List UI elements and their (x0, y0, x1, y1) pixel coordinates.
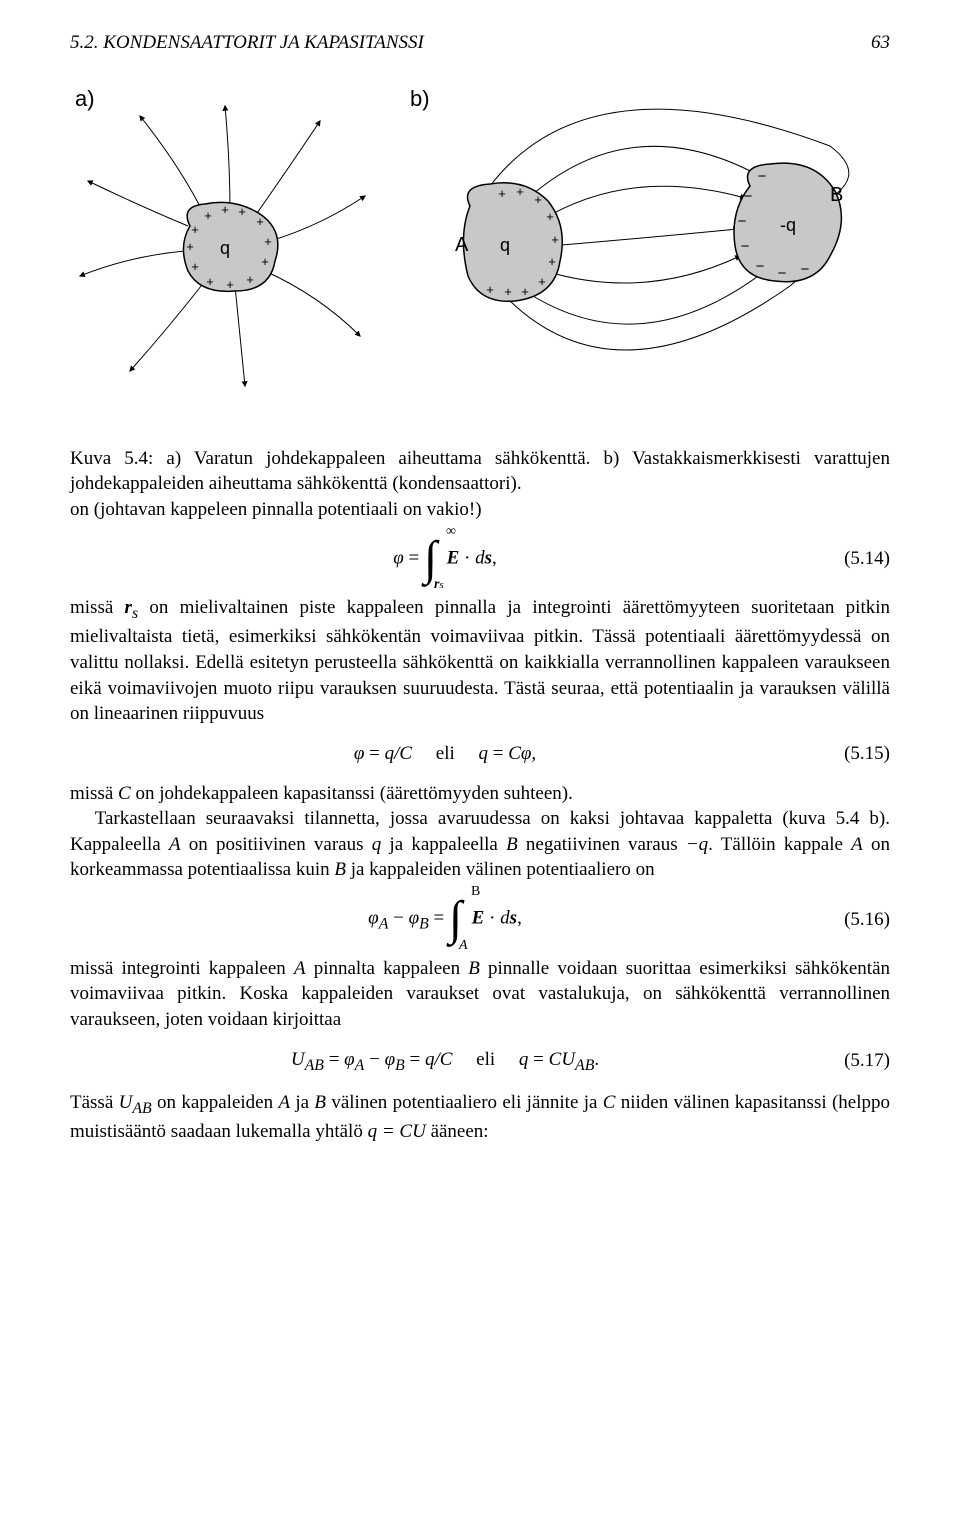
svg-text:+: + (546, 209, 554, 224)
para-4: Tarkastellaan seuraavaksi tilannetta, jo… (70, 806, 890, 883)
fig-b-label-A: A (455, 234, 469, 256)
svg-text:+: + (261, 254, 269, 269)
eq-num-5-16: (5.16) (820, 907, 890, 933)
svg-text:+: + (186, 239, 194, 254)
fig-b-group: +++ +++ +++ + A q −−− −−− − B -q (455, 109, 849, 350)
para-6: Tässä UAB on kappaleiden A ja B välinen … (70, 1090, 890, 1145)
equation-5-16: φA − φB = B ∫ A E · ds, (5.16) (70, 897, 890, 942)
fig-a-group: +++ +++ +++ +++ q (80, 106, 365, 386)
figure-svg: a) b) +++ +++ +++ +++ q (70, 86, 890, 406)
fig-a-charge: q (220, 238, 230, 258)
svg-text:+: + (256, 214, 264, 229)
svg-text:+: + (238, 204, 246, 219)
svg-text:+: + (551, 232, 559, 247)
svg-text:−: − (778, 265, 787, 282)
section-title: 5.2. KONDENSAATTORIT JA KAPASITANSSI (70, 30, 424, 56)
eq-num-5-15: (5.15) (820, 741, 890, 767)
para-2: missä rs on mielivaltainen piste kappale… (70, 595, 890, 727)
eq-num-5-14: (5.14) (820, 546, 890, 572)
svg-text:+: + (221, 202, 229, 217)
fig-b-charge-A: q (500, 235, 510, 255)
figure-caption: Kuva 5.4: a) Varatun johdekappaleen aihe… (70, 446, 890, 497)
svg-text:+: + (264, 234, 272, 249)
svg-text:+: + (516, 184, 524, 199)
figure-5-4: a) b) +++ +++ +++ +++ q (70, 86, 890, 406)
fig-b-blob-a (463, 182, 562, 301)
svg-text:+: + (204, 208, 212, 223)
fig-b-label-B: B (830, 184, 843, 206)
svg-text:+: + (191, 222, 199, 237)
equation-5-17: UAB = φA − φB = q/C eli q = CUAB. (5.17) (70, 1047, 890, 1076)
para-5: missä integrointi kappaleen A pinnalta k… (70, 956, 890, 1033)
page-number: 63 (871, 30, 890, 56)
svg-text:+: + (191, 259, 199, 274)
fig-label-a: a) (75, 86, 95, 111)
page-header: 5.2. KONDENSAATTORIT JA KAPASITANSSI 63 (70, 30, 890, 56)
svg-text:+: + (206, 274, 214, 289)
svg-text:+: + (504, 284, 512, 299)
svg-text:+: + (226, 277, 234, 292)
svg-text:−: − (741, 238, 750, 255)
eq-num-5-17: (5.17) (820, 1048, 890, 1074)
svg-text:+: + (538, 274, 546, 289)
svg-text:−: − (738, 213, 747, 230)
equation-5-14: φ = ∞ ∫ rs E · ds, (5.14) (70, 537, 890, 582)
para-3: missä C on johdekappaleen kapasitanssi (… (70, 781, 890, 807)
svg-text:+: + (246, 272, 254, 287)
svg-text:+: + (498, 186, 506, 201)
svg-text:+: + (521, 284, 529, 299)
fig-label-b: b) (410, 86, 430, 111)
para-1: on (johtavan kappeleen pinnalla potentia… (70, 497, 890, 523)
fig-b-charge-B: -q (780, 215, 796, 235)
svg-text:−: − (756, 258, 765, 275)
svg-text:−: − (801, 261, 810, 278)
svg-text:−: − (758, 168, 767, 185)
equation-5-15: φ = q/C eli q = Cφ, (5.15) (70, 741, 890, 767)
svg-text:+: + (534, 192, 542, 207)
svg-text:−: − (744, 188, 753, 205)
svg-text:+: + (486, 282, 494, 297)
svg-text:+: + (548, 254, 556, 269)
